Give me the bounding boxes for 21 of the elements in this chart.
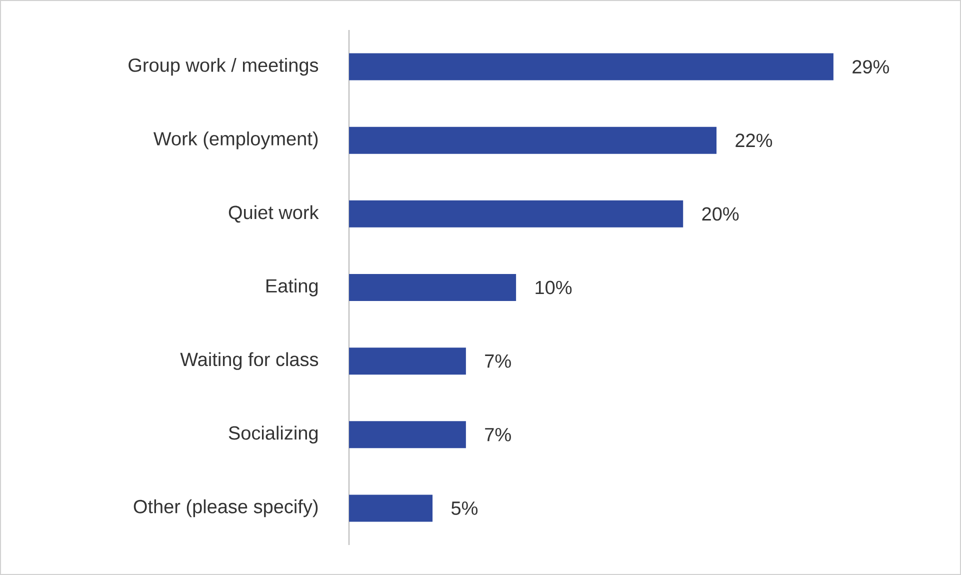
data-label: 7% bbox=[485, 428, 511, 442]
y-tick-label: Other (please specify) bbox=[134, 499, 318, 518]
y-tick-label: Waiting for class bbox=[180, 352, 318, 370]
bar bbox=[349, 421, 466, 448]
bar bbox=[349, 200, 684, 228]
y-tick-label: Socializing bbox=[228, 426, 318, 444]
bar bbox=[349, 348, 466, 375]
data-label: 5% bbox=[451, 502, 478, 515]
data-label: 7% bbox=[485, 354, 511, 368]
y-tick-label: Group work / meetings bbox=[128, 58, 318, 76]
bar bbox=[349, 494, 433, 522]
data-label: 22% bbox=[736, 134, 772, 148]
data-label: 29% bbox=[852, 60, 889, 74]
data-label: 10% bbox=[536, 280, 572, 294]
y-tick-label: Quiet work bbox=[228, 205, 319, 223]
bar bbox=[349, 126, 717, 154]
bar bbox=[349, 274, 516, 302]
data-label: 20% bbox=[702, 207, 739, 221]
y-tick-label: Work (employment) bbox=[153, 132, 318, 150]
bar bbox=[349, 53, 834, 80]
y-tick-label: Eating bbox=[266, 278, 318, 296]
